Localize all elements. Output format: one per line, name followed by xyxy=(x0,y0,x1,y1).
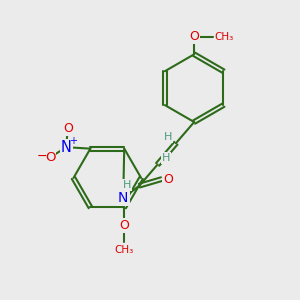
Text: H: H xyxy=(164,132,172,142)
Text: O: O xyxy=(63,122,73,135)
Text: −: − xyxy=(37,149,47,163)
Text: H: H xyxy=(123,180,131,190)
Text: H: H xyxy=(162,153,170,163)
Text: CH₃: CH₃ xyxy=(215,32,234,42)
Text: CH₃: CH₃ xyxy=(115,245,134,255)
Text: N: N xyxy=(61,140,72,155)
Text: O: O xyxy=(163,172,173,186)
Text: +: + xyxy=(69,136,77,146)
Text: O: O xyxy=(45,151,55,164)
Text: O: O xyxy=(119,219,129,232)
Text: N: N xyxy=(118,191,128,205)
Text: O: O xyxy=(189,30,199,43)
